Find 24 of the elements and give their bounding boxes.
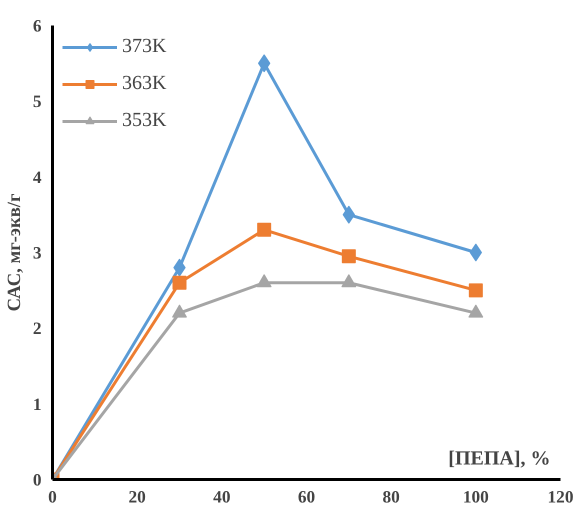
y-tick-label: 2	[32, 319, 42, 338]
legend-label: 373K	[122, 35, 166, 58]
point	[468, 283, 483, 298]
x-axis-title: [ПЕПА], %	[448, 448, 550, 470]
y-tick-label: 1	[32, 394, 42, 414]
y-axis-title: САС, мг-экв/г	[4, 194, 25, 312]
y-tick-label: 0	[32, 470, 42, 490]
x-tick-label: 80	[382, 488, 400, 506]
x-tick-label: 60	[298, 488, 316, 506]
x-tick-label: 100	[462, 488, 489, 506]
point	[342, 249, 356, 264]
x-tick-label: 20	[128, 488, 146, 506]
legend-label: 353K	[122, 109, 166, 132]
x-tick-label: 120	[548, 488, 574, 506]
y-tick-label: 6	[32, 16, 42, 36]
y-tick-label: 4	[32, 168, 42, 187]
y-tick-label: 5	[32, 92, 42, 112]
point	[172, 276, 186, 290]
y-tick-label: 3	[32, 244, 42, 262]
x-tick-label: 40	[213, 488, 230, 506]
legend-label: 363K	[122, 72, 166, 95]
point	[257, 222, 272, 237]
point	[173, 258, 186, 277]
x-tick-label: 0	[48, 488, 57, 506]
